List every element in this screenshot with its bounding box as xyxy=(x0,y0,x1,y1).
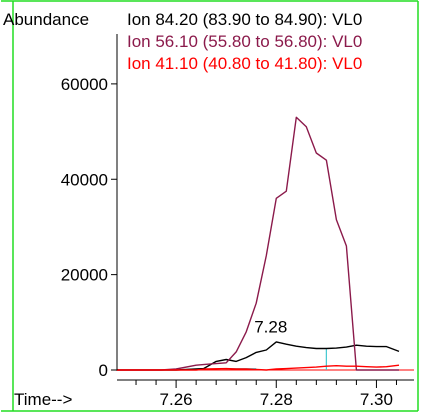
legend-entry-2: Ion 56.10 (55.80 to 56.80): VL0 xyxy=(127,32,362,51)
series-line-1 xyxy=(116,341,400,371)
chart-frame xyxy=(1,0,419,412)
series-line-2 xyxy=(116,116,399,371)
y-axis-label: Abundance xyxy=(3,10,89,29)
legend-entry-1: Ion 84.20 (83.90 to 84.90): VL0 xyxy=(127,10,362,29)
legend-entry-3: Ion 41.10 (40.80 to 41.80): VL0 xyxy=(127,54,362,73)
y-tick-label: 40000 xyxy=(61,170,108,189)
x-tick-labels: 7.26 7.28 7.30 xyxy=(160,390,393,409)
series-line-3 xyxy=(116,364,400,371)
x-tick-label: 7.30 xyxy=(360,390,393,409)
x-tick-label: 7.28 xyxy=(260,390,293,409)
legend: Ion 84.20 (83.90 to 84.90): VL0 Ion 56.10… xyxy=(127,10,362,73)
peak-annotation: 7.28 xyxy=(254,318,287,337)
axes xyxy=(111,34,414,388)
x-axis-label: Time--> xyxy=(14,390,72,409)
series-layer xyxy=(116,116,400,371)
y-tick-labels: 0 20000 40000 60000 xyxy=(61,75,108,380)
y-tick-label: 60000 xyxy=(61,75,108,94)
x-tick-label: 7.26 xyxy=(160,390,193,409)
y-tick-label: 0 xyxy=(99,361,108,380)
y-tick-label: 20000 xyxy=(61,266,108,285)
annotations: 7.28 xyxy=(254,318,287,337)
